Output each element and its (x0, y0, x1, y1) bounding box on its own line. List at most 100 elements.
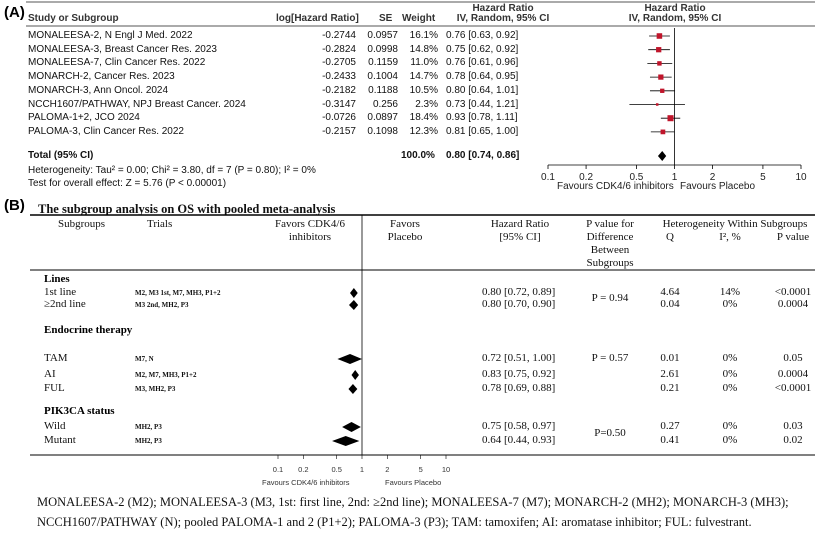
hr-ci-b: 0.64 [0.44, 0.93] (482, 434, 556, 446)
hr-ci-value: 0.78 [0.64, 0.95] (446, 71, 519, 83)
group-title: Lines (44, 273, 70, 285)
header-hr-top: Hazard Ratio (472, 3, 534, 14)
header-favors-placebo-1: Favors (390, 218, 420, 230)
hr-ci-b: 0.80 [0.70, 0.90] (482, 298, 556, 310)
x-tick-label-a: 10 (795, 172, 807, 183)
x-tick-label-a: 1 (672, 172, 678, 183)
p-diff-value: P=0.50 (594, 427, 626, 439)
het-i2-value: 0% (722, 420, 738, 432)
het-p-value: 0.05 (783, 352, 803, 364)
log-hr-value: -0.2824 (322, 43, 356, 55)
x-tick-label-b: 0.2 (298, 465, 308, 474)
study-name: MONALEESA-2, N Engl J Med. 2022 (28, 30, 193, 41)
trials-list: M7, N (135, 355, 154, 363)
subgroup-diamond (348, 384, 358, 394)
subgroup-diamond (348, 300, 359, 310)
se-value: 0.1188 (368, 84, 398, 96)
header-het-i2: I², % (719, 231, 741, 243)
het-p-value: 0.0004 (777, 298, 809, 310)
weight-value: 18.4% (409, 112, 438, 124)
hr-ci-value: 0.75 [0.62, 0.92] (446, 43, 519, 55)
het-i2-value: 0% (722, 368, 738, 380)
x-tick-label-a: 5 (760, 172, 766, 183)
panel-b-label: (B) (4, 197, 25, 214)
hr-ci-b: 0.80 [0.72, 0.89] (482, 286, 556, 298)
x-tick-label-b: 0.1 (273, 465, 283, 474)
header-trials: Trials (147, 218, 173, 230)
header-loghr: log[Hazard Ratio] (276, 13, 359, 24)
se-value: 0.1004 (367, 71, 398, 83)
het-p-value: 0.0004 (777, 368, 809, 380)
hr-point-a (657, 61, 662, 66)
het-p-value: 0.03 (783, 420, 803, 432)
header-study: Study or Subgroup (28, 13, 119, 24)
header-pval-2: Difference (586, 231, 634, 243)
log-hr-value: -0.2157 (322, 125, 356, 137)
hr-point-a (660, 129, 666, 135)
het-q-value: 0.21 (660, 382, 680, 394)
hr-ci-b: 0.72 [0.51, 1.00] (482, 352, 556, 364)
total-diamond-a (657, 151, 667, 161)
subgroup-label: FUL (44, 382, 65, 394)
total-ci: 0.80 [0.74, 0.86] (446, 150, 520, 161)
header-se: SE (379, 13, 393, 24)
weight-value: 14.7% (409, 71, 438, 83)
header-favors-placebo-2: Placebo (387, 231, 423, 243)
x-tick-label-a: 0.2 (579, 172, 593, 183)
hr-ci-value: 0.76 [0.61, 0.96] (446, 57, 519, 69)
subgroup-diamond (351, 370, 359, 380)
het-q-value: 0.27 (660, 420, 680, 432)
log-hr-value: -0.2705 (322, 57, 356, 69)
trials-list: M2, M3 1st, M7, MH3, P1+2 (135, 289, 221, 297)
hr-ci-b: 0.83 [0.75, 0.92] (482, 368, 556, 380)
hr-point-a (655, 103, 659, 106)
trials-list: M3 2nd, MH2, P3 (135, 301, 189, 309)
log-hr-value: -0.3147 (322, 98, 356, 110)
x-tick-label-b: 1 (360, 465, 364, 474)
x-tick-label-b: 5 (419, 465, 423, 474)
panel-a-label: (A) (4, 4, 25, 21)
het-q-value: 4.64 (660, 286, 680, 298)
study-name: MONALEESA-3, Breast Cancer Res. 2023 (28, 43, 217, 55)
trials-list: MH2, P3 (135, 437, 162, 445)
hr-ci-value: 0.80 [0.64, 1.01] (446, 84, 519, 96)
header-het-p: P value (776, 231, 810, 243)
favours-left-b: Favours CDK4/6 inhibitors (262, 478, 350, 487)
header-pval-1: P value for (586, 218, 634, 230)
study-name: MONALEESA-7, Clin Cancer Res. 2022 (28, 57, 206, 69)
het-q-value: 0.04 (660, 298, 680, 310)
p-diff-value: P = 0.94 (591, 292, 629, 304)
log-hr-value: -0.2433 (322, 71, 356, 83)
het-q-value: 0.41 (660, 434, 680, 446)
study-name: MONARCH-2, Cancer Res. 2023 (28, 71, 175, 83)
header-hr-sub: IV, Random, 95% CI (456, 13, 550, 24)
subgroup-diamond (332, 436, 360, 446)
subgroup-diamond (342, 422, 361, 432)
subgroup-label: Wild (44, 420, 66, 432)
het-i2-value: 0% (722, 352, 738, 364)
trials-list: MH2, P3 (135, 423, 162, 431)
hr-point-a (656, 33, 663, 39)
weight-value: 12.3% (409, 125, 438, 137)
hr-ci-value: 0.93 [0.78, 1.11] (446, 112, 518, 124)
header-het-title: Heterogeneity Within Subgroups (662, 218, 808, 230)
header-plot-top: Hazard Ratio (644, 3, 706, 14)
hr-ci-b: 0.78 [0.69, 0.88] (482, 382, 556, 394)
se-value: 0.1159 (368, 57, 398, 69)
study-name: NCCH1607/PATHWAY, NPJ Breast Cancer. 202… (28, 98, 246, 110)
subgroup-label: AI (44, 368, 56, 380)
total-label: Total (95% CI) (28, 150, 94, 161)
hr-ci-value: 0.76 [0.63, 0.92] (446, 30, 519, 41)
het-p-value: 0.02 (783, 434, 803, 446)
se-value: 0.0957 (367, 30, 398, 41)
header-favors-cdk-1: Favors CDK4/6 (275, 218, 345, 230)
hr-ci-value: 0.73 [0.44, 1.21] (446, 98, 519, 110)
group-title: Endocrine therapy (44, 324, 133, 336)
het-i2-value: 14% (719, 286, 741, 298)
trials-list: M3, MH2, P3 (135, 385, 176, 393)
weight-value: 2.3% (415, 98, 438, 110)
header-plot-sub: IV, Random, 95% CI (628, 13, 722, 24)
trials-list: M2, M7, MH3, P1+2 (135, 371, 197, 379)
het-p-value: <0.0001 (774, 286, 812, 298)
